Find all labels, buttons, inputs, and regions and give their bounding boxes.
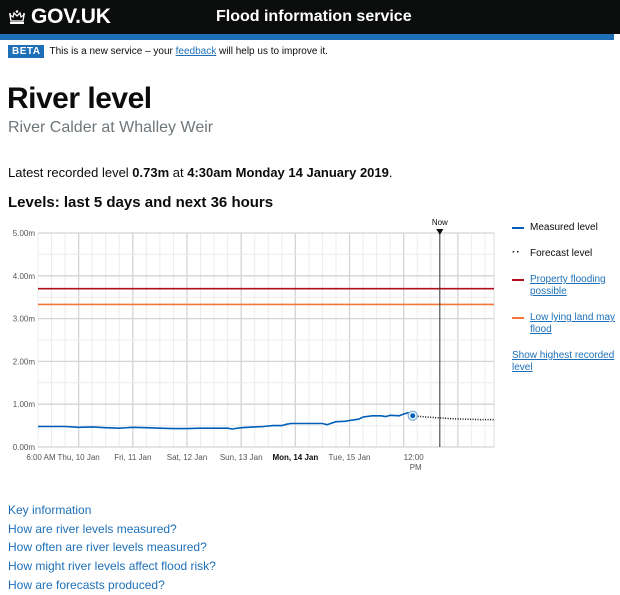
page-title: River level bbox=[7, 82, 152, 115]
link-how-often-measured[interactable]: How often are river levels measured? bbox=[8, 540, 207, 555]
x-axis-ticks: 6:00 AM Thu, 10 Jan Fri, 11 Jan Sat, 12 Jan… bbox=[26, 453, 424, 472]
latest-suffix: . bbox=[388, 165, 393, 180]
svg-text:Mon, 14 Jan: Mon, 14 Jan bbox=[272, 453, 318, 462]
legend-low-lying[interactable]: Low lying land may flood bbox=[512, 312, 620, 336]
latest-time: 4:30am Monday 14 January 2019 bbox=[187, 165, 389, 180]
svg-text:4.00m: 4.00m bbox=[13, 272, 36, 281]
svg-text:6:00 AM: 6:00 AM bbox=[26, 453, 56, 462]
show-highest-level-link[interactable]: Show highest recorded level bbox=[512, 350, 615, 373]
page-subtitle: River Calder at Whalley Weir bbox=[8, 119, 214, 136]
legend-property-flooding[interactable]: Property flooding possible bbox=[512, 274, 620, 298]
now-marker: Now bbox=[432, 218, 448, 447]
svg-text:Fri, 11 Jan: Fri, 11 Jan bbox=[114, 453, 151, 462]
svg-text:1.00m: 1.00m bbox=[13, 400, 36, 409]
latest-prefix: Latest recorded level bbox=[8, 165, 133, 180]
svg-text:0.00m: 0.00m bbox=[13, 443, 36, 452]
threshold-lines bbox=[38, 287, 494, 306]
river-level-chart[interactable]: 0.00m 1.00m 2.00m 3.00m 4.00m 5.00m 6:00 AM Th… bbox=[0, 208, 500, 478]
logo-text: GOV.UK bbox=[31, 5, 111, 28]
svg-text:Thu, 10 Jan: Thu, 10 Jan bbox=[58, 453, 100, 462]
chart-grid bbox=[37, 232, 495, 448]
latest-value: 0.73m bbox=[132, 165, 170, 180]
header-blue-bar bbox=[0, 34, 614, 40]
legend-measured-label: Measured level bbox=[530, 222, 598, 233]
svg-text:Sat, 12 Jan: Sat, 12 Jan bbox=[167, 453, 207, 462]
link-how-measured[interactable]: How are river levels measured? bbox=[8, 521, 177, 536]
property-flooding-link[interactable]: Property flooding possible bbox=[530, 274, 606, 297]
legend-measured: Measured level bbox=[512, 222, 620, 234]
chart-heading: Levels: last 5 days and next 36 hours bbox=[8, 194, 274, 211]
y-axis-ticks: 0.00m 1.00m 2.00m 3.00m 4.00m 5.00m bbox=[13, 229, 36, 452]
legend-forecast-label: Forecast level bbox=[530, 248, 593, 259]
lowlying-line-icon bbox=[512, 317, 524, 319]
phase-text-before: This is a new service – your bbox=[49, 46, 173, 57]
phase-banner: BETA This is a new service – your feedba… bbox=[8, 45, 328, 58]
property-line-icon bbox=[512, 279, 524, 281]
link-forecasts-produced[interactable]: How are forecasts produced? bbox=[8, 577, 165, 592]
link-key-information[interactable]: Key information bbox=[8, 503, 92, 517]
latest-reading: Latest recorded level 0.73m at 4:30am Mo… bbox=[8, 165, 392, 180]
service-name-link[interactable]: Flood information service bbox=[216, 8, 412, 25]
svg-text:Tue, 15 Jan: Tue, 15 Jan bbox=[329, 453, 371, 462]
phase-text-after: will help us to improve it. bbox=[219, 46, 328, 57]
crown-icon bbox=[9, 10, 25, 24]
latest-mid: at bbox=[169, 165, 188, 180]
svg-text:PM: PM bbox=[410, 463, 422, 472]
svg-text:12:00: 12:00 bbox=[404, 453, 425, 462]
forecast-dots-icon: ·· bbox=[512, 247, 521, 258]
chart-series bbox=[38, 410, 494, 430]
svg-text:Sun, 13 Jan: Sun, 13 Jan bbox=[220, 453, 263, 462]
link-affect-flood-risk[interactable]: How might river levels affect flood risk… bbox=[8, 559, 216, 574]
svg-text:3.00m: 3.00m bbox=[13, 315, 36, 324]
info-links: Key information How are river levels mea… bbox=[8, 501, 216, 595]
low-lying-land-link[interactable]: Low lying land may flood bbox=[530, 312, 616, 335]
legend-forecast: ·· Forecast level bbox=[512, 248, 620, 260]
govuk-logo-link[interactable]: GOV.UK bbox=[8, 5, 111, 29]
feedback-link[interactable]: feedback bbox=[175, 46, 217, 57]
chart-legend: Measured level ·· Forecast level Propert… bbox=[512, 222, 620, 374]
beta-tag: BETA bbox=[8, 45, 45, 58]
svg-text:2.00m: 2.00m bbox=[13, 357, 36, 366]
site-header: GOV.UK Flood information service bbox=[0, 0, 620, 34]
svg-text:Now: Now bbox=[432, 218, 448, 227]
measured-line-icon bbox=[512, 227, 524, 229]
svg-text:5.00m: 5.00m bbox=[13, 229, 36, 238]
